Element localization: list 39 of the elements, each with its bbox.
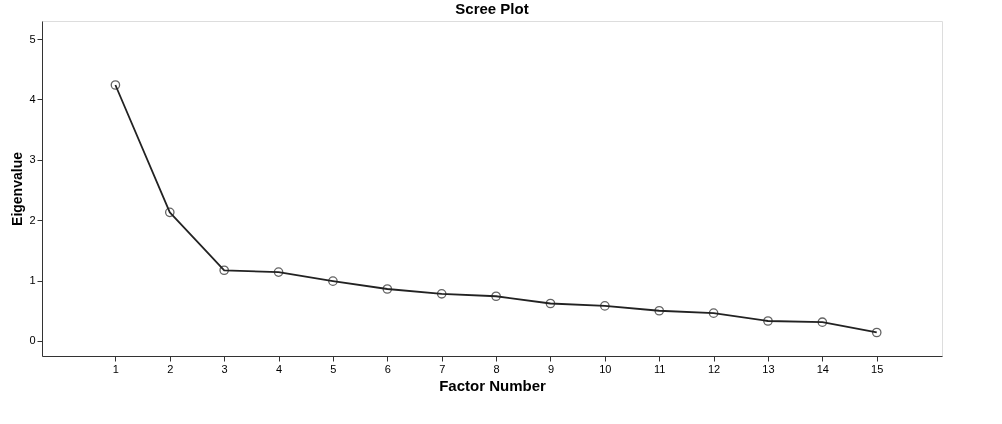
x-tick-label: 13 — [762, 362, 775, 375]
x-tick-label: 6 — [384, 362, 391, 375]
point — [545, 298, 556, 309]
point — [382, 284, 393, 294]
point — [708, 308, 719, 318]
point — [164, 207, 175, 218]
y-axis-title: Eigenvalue — [9, 151, 26, 226]
y-tick-label: 2 — [29, 213, 36, 226]
point — [763, 316, 773, 326]
y-tick-label: 0 — [29, 334, 36, 347]
point — [600, 301, 610, 311]
x-tick-label: 14 — [816, 362, 829, 375]
x-tick-label: 5 — [330, 362, 337, 375]
y-tick-label: 3 — [29, 153, 36, 166]
x-tick-label: 8 — [493, 362, 500, 375]
y-tick-label: 1 — [29, 274, 36, 287]
x-tick-label: 10 — [599, 362, 612, 375]
x-tick-label: 1 — [112, 362, 119, 375]
chart-title: Scree Plot — [455, 0, 529, 17]
point — [871, 327, 882, 338]
x-tick-label: 4 — [275, 362, 283, 375]
point — [491, 291, 501, 302]
x-tick-label: 11 — [654, 362, 666, 375]
x-tick-label: 2 — [167, 362, 174, 375]
x-tick-label: 12 — [707, 362, 721, 375]
x-axis-title: Factor Number — [439, 376, 546, 394]
x-tick-label: 9 — [547, 362, 555, 375]
point — [328, 276, 338, 286]
point — [436, 289, 447, 299]
point — [817, 317, 828, 328]
x-tick-label: 3 — [221, 362, 228, 375]
x-tick-label: 15 — [871, 362, 884, 375]
point — [110, 80, 121, 90]
y-tick-label: 4 — [29, 92, 36, 105]
y-tick-label: 5 — [29, 32, 36, 45]
point — [273, 267, 284, 277]
point — [654, 305, 665, 316]
point — [219, 265, 230, 276]
x-tick-label: 7 — [439, 362, 446, 375]
